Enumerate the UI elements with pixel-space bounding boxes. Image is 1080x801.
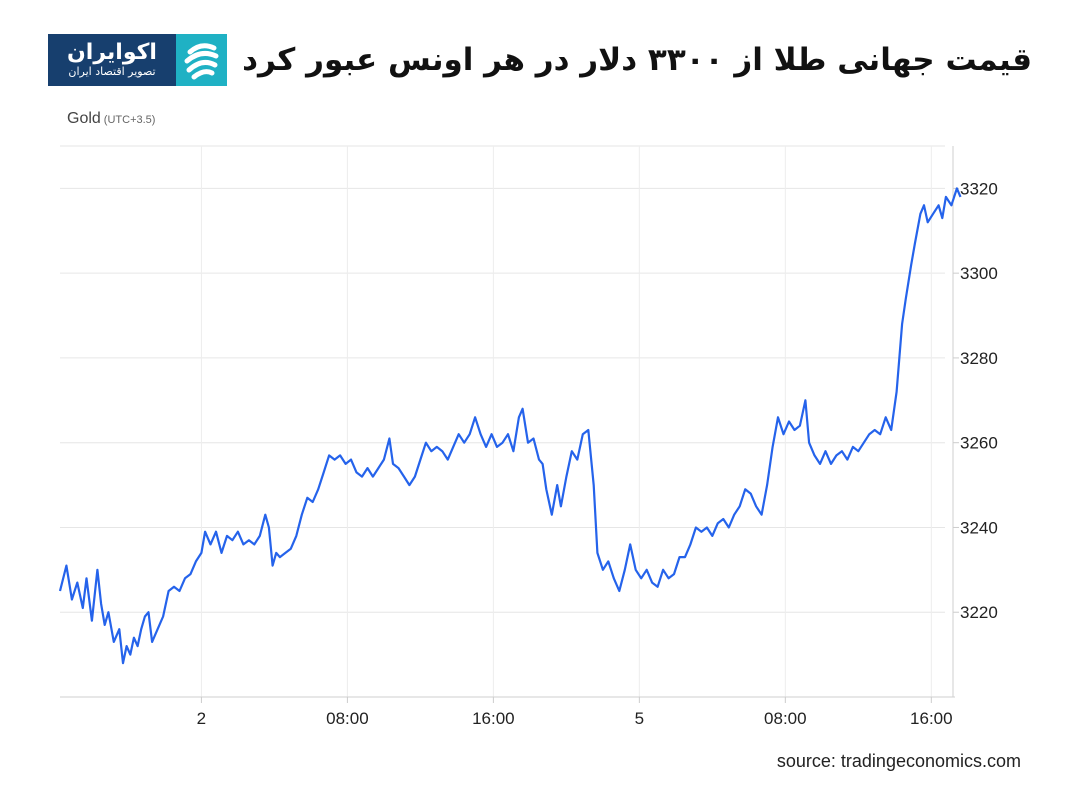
x-tick-label: 5 <box>635 709 644 728</box>
page-headline: قیمت جهانی طلا از ۳۳۰۰ دلار در هر اونس ع… <box>242 42 1032 78</box>
y-tick-label: 3320 <box>960 179 998 198</box>
vertical-gridlines <box>200 146 932 697</box>
y-axis-tick-marks <box>953 187 959 613</box>
y-tick-label: 3280 <box>960 349 998 368</box>
y-axis-labels: 3220 3240 3260 3280 3300 3320 <box>960 179 998 622</box>
x-tick-label: 08:00 <box>764 709 807 728</box>
brand-logo-tagline: تصویر اقتصاد ایران <box>68 65 156 78</box>
y-tick-label: 3240 <box>960 518 998 537</box>
brand-mark-graphic <box>184 43 219 80</box>
brand-logo-text-block: اکوایران تصویر اقتصاد ایران <box>48 34 176 86</box>
gold-price-series-line <box>58 187 962 665</box>
x-tick-label: 16:00 <box>910 709 953 728</box>
timezone-label: (UTC+3.5) <box>103 114 156 126</box>
brand-mark-icon <box>176 34 227 86</box>
x-tick-label: 2 <box>197 709 206 728</box>
brand-logo: اکوایران تصویر اقتصاد ایران <box>48 34 227 86</box>
series-label: Gold (UTC+3.5) <box>67 110 155 128</box>
y-tick-label: 3220 <box>960 603 998 622</box>
series-name: Gold <box>67 110 101 127</box>
source-credit: source: tradingeconomics.com <box>776 751 1021 771</box>
x-tick-label: 08:00 <box>326 709 369 728</box>
y-tick-label: 3300 <box>960 264 998 283</box>
horizontal-gridlines <box>60 145 945 613</box>
x-tick-label: 16:00 <box>472 709 515 728</box>
x-axis-tick-marks <box>200 697 932 703</box>
y-tick-label: 3260 <box>960 434 998 453</box>
brand-logo-name: اکوایران <box>67 40 157 65</box>
x-axis-labels: 2 08:00 16:00 5 08:00 16:00 <box>197 709 953 728</box>
